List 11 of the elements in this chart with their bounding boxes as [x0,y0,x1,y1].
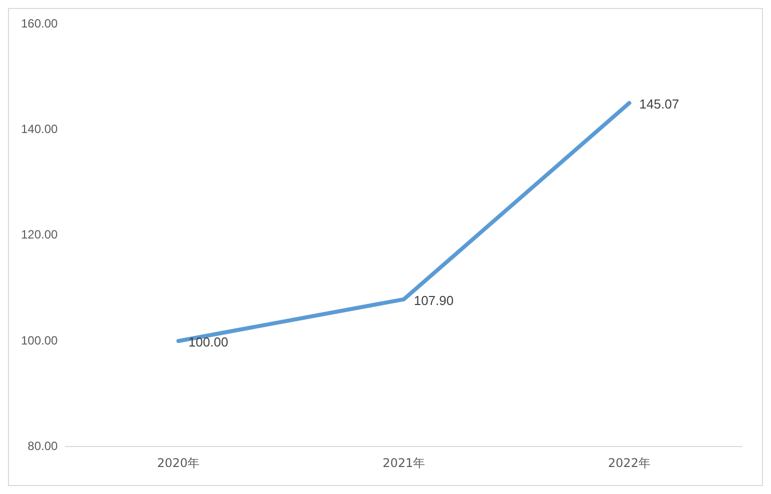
y-tick-label: 160.00 [21,16,58,31]
y-tick-label: 140.00 [21,122,58,136]
text: 145.07 [639,96,680,112]
x-tick-label: 2021年 [382,456,426,470]
text: 107.90 [414,292,454,308]
y-tick-label: 120.00 [21,228,58,242]
y-tick-label: 100.00 [21,333,58,348]
x-tick-label: 2022年 [608,456,651,470]
text: 100.00 [188,334,228,350]
y-tick-label: 80.00 [28,438,58,453]
x-tick-label: 2020年 [157,456,200,470]
